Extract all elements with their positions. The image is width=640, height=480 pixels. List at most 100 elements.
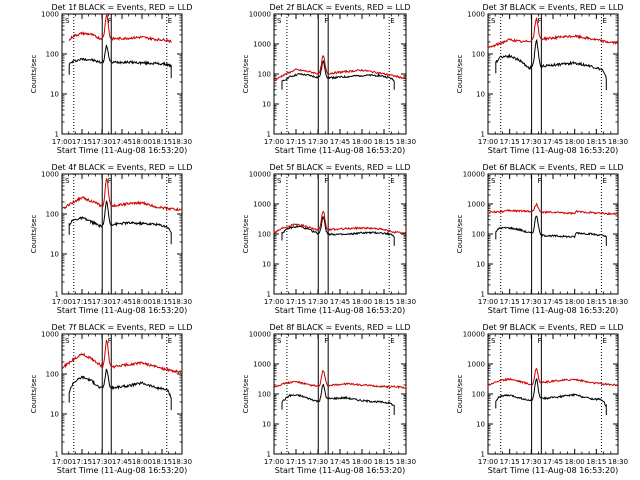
y-tick-label: 1 bbox=[55, 291, 59, 299]
panel-det-9f: Det 9f BLACK = Events, RED = LLD 1 10 100 10… bbox=[456, 323, 628, 475]
y-tick-label: 10 bbox=[50, 411, 59, 419]
plot-frame bbox=[61, 173, 183, 295]
y-tick-label: 1000 bbox=[41, 331, 59, 339]
x-tick-label: 17:45 bbox=[543, 298, 563, 306]
y-tick-label: 100 bbox=[258, 391, 271, 399]
y-tick-label: 100 bbox=[472, 231, 485, 239]
series-events-line bbox=[281, 216, 395, 246]
y-tick-label: 1 bbox=[55, 451, 59, 459]
y-tick-label: 100 bbox=[258, 231, 271, 239]
event-marker-s: S bbox=[277, 177, 282, 185]
y-tick-label: 100 bbox=[472, 51, 485, 59]
x-tick-label: 18:30 bbox=[396, 298, 416, 306]
plot-frame bbox=[61, 13, 183, 135]
panel-det-7f: Det 7f BLACK = Events, RED = LLD 1 10 100 10… bbox=[30, 323, 193, 475]
plot-frame bbox=[273, 333, 407, 455]
x-tick-label: 17:00 bbox=[478, 298, 498, 306]
series-lld-line bbox=[273, 210, 407, 234]
x-tick-label: 18:30 bbox=[608, 138, 628, 146]
event-marker-e: E bbox=[390, 17, 394, 25]
y-tick-label: 1 bbox=[267, 291, 271, 299]
x-tick-label: 18:30 bbox=[396, 458, 416, 466]
event-marker-e: E bbox=[602, 177, 606, 185]
plot-frame bbox=[487, 173, 619, 295]
event-marker-e: E bbox=[602, 17, 606, 25]
event-marker-f: F bbox=[108, 177, 112, 185]
x-tick-label: 17:15 bbox=[72, 298, 92, 306]
event-marker-f: F bbox=[108, 337, 112, 345]
y-tick-label: 1 bbox=[481, 131, 485, 139]
x-tick-label: 17:00 bbox=[264, 298, 284, 306]
series-events-line bbox=[281, 383, 395, 415]
y-axis-label: Counts/sec bbox=[242, 375, 250, 414]
x-tick-label: 17:45 bbox=[112, 458, 132, 466]
x-tick-label: 17:30 bbox=[92, 138, 112, 146]
x-tick-label: 18:00 bbox=[352, 298, 372, 306]
panel-det-8f: Det 8f BLACK = Events, RED = LLD 1 10 100 10… bbox=[242, 323, 416, 475]
y-tick-label: 10 bbox=[50, 91, 59, 99]
x-tick-label: 18:15 bbox=[374, 138, 394, 146]
x-tick-label: 18:00 bbox=[565, 298, 585, 306]
x-axis-label: Start Time (11-Aug-08 16:53:20) bbox=[57, 466, 188, 475]
x-tick-label: 17:45 bbox=[543, 138, 563, 146]
panel-det-3f: Det 3f BLACK = Events, RED = LLD 1 10 100 10… bbox=[456, 3, 628, 155]
y-tick-label: 10 bbox=[476, 421, 485, 429]
x-tick-label: 17:15 bbox=[500, 138, 520, 146]
x-tick-label: 18:30 bbox=[172, 458, 192, 466]
panel-title: Det 1f BLACK = Events, RED = LLD bbox=[51, 3, 192, 12]
x-tick-label: 17:45 bbox=[112, 298, 132, 306]
y-tick-label: 10 bbox=[262, 101, 271, 109]
panel-title: Det 9f BLACK = Events, RED = LLD bbox=[482, 323, 623, 332]
x-tick-label: 17:30 bbox=[521, 458, 541, 466]
y-tick-label: 10 bbox=[262, 261, 271, 269]
y-tick-label: 10000 bbox=[249, 11, 271, 19]
panel-title: Det 5f BLACK = Events, RED = LLD bbox=[269, 163, 410, 172]
x-tick-label: 17:15 bbox=[286, 298, 306, 306]
panel-title: Det 4f BLACK = Events, RED = LLD bbox=[51, 163, 192, 172]
series-lld-line bbox=[487, 202, 619, 216]
x-tick-label: 17:45 bbox=[330, 298, 350, 306]
y-tick-label: 10 bbox=[262, 421, 271, 429]
x-axis-label: Start Time (11-Aug-08 16:53:20) bbox=[275, 146, 406, 155]
x-tick-label: 17:00 bbox=[478, 138, 498, 146]
x-axis-label: Start Time (11-Aug-08 16:53:20) bbox=[57, 146, 188, 155]
x-tick-label: 18:30 bbox=[396, 138, 416, 146]
x-tick-label: 17:15 bbox=[286, 138, 306, 146]
x-tick-label: 17:30 bbox=[521, 138, 541, 146]
x-tick-label: 18:15 bbox=[374, 298, 394, 306]
x-tick-label: 18:30 bbox=[608, 298, 628, 306]
event-marker-s: S bbox=[65, 177, 70, 185]
x-axis-label: Start Time (11-Aug-08 16:53:20) bbox=[275, 306, 406, 315]
x-tick-label: 18:15 bbox=[152, 458, 172, 466]
panel-title: Det 8f BLACK = Events, RED = LLD bbox=[269, 323, 410, 332]
x-tick-label: 17:15 bbox=[72, 138, 92, 146]
x-tick-label: 17:00 bbox=[52, 138, 72, 146]
series-events-line bbox=[281, 60, 395, 90]
plot-frame bbox=[487, 13, 619, 135]
x-tick-label: 17:45 bbox=[112, 138, 132, 146]
x-tick-label: 17:15 bbox=[500, 298, 520, 306]
event-marker-s: S bbox=[277, 337, 282, 345]
y-tick-label: 1 bbox=[481, 451, 485, 459]
x-tick-label: 17:30 bbox=[521, 298, 541, 306]
event-marker-f: F bbox=[324, 17, 328, 25]
x-tick-label: 17:00 bbox=[264, 138, 284, 146]
y-axis-label: Counts/sec bbox=[456, 215, 464, 254]
x-tick-label: 17:30 bbox=[308, 458, 328, 466]
x-tick-label: 17:45 bbox=[330, 458, 350, 466]
x-axis-label: Start Time (11-Aug-08 16:53:20) bbox=[57, 306, 188, 315]
x-tick-label: 18:00 bbox=[565, 138, 585, 146]
event-marker-f: F bbox=[324, 337, 328, 345]
plot-frame bbox=[61, 333, 183, 455]
series-lld-line bbox=[273, 55, 407, 82]
x-tick-label: 18:00 bbox=[352, 138, 372, 146]
y-tick-label: 1000 bbox=[253, 201, 271, 209]
y-tick-label: 1000 bbox=[41, 171, 59, 179]
event-marker-s: S bbox=[65, 337, 70, 345]
event-marker-s: S bbox=[491, 337, 496, 345]
y-tick-label: 10 bbox=[50, 251, 59, 259]
panel-title: Det 7f BLACK = Events, RED = LLD bbox=[51, 323, 192, 332]
y-tick-label: 10 bbox=[476, 261, 485, 269]
event-marker-s: S bbox=[491, 17, 496, 25]
x-tick-label: 17:15 bbox=[72, 458, 92, 466]
